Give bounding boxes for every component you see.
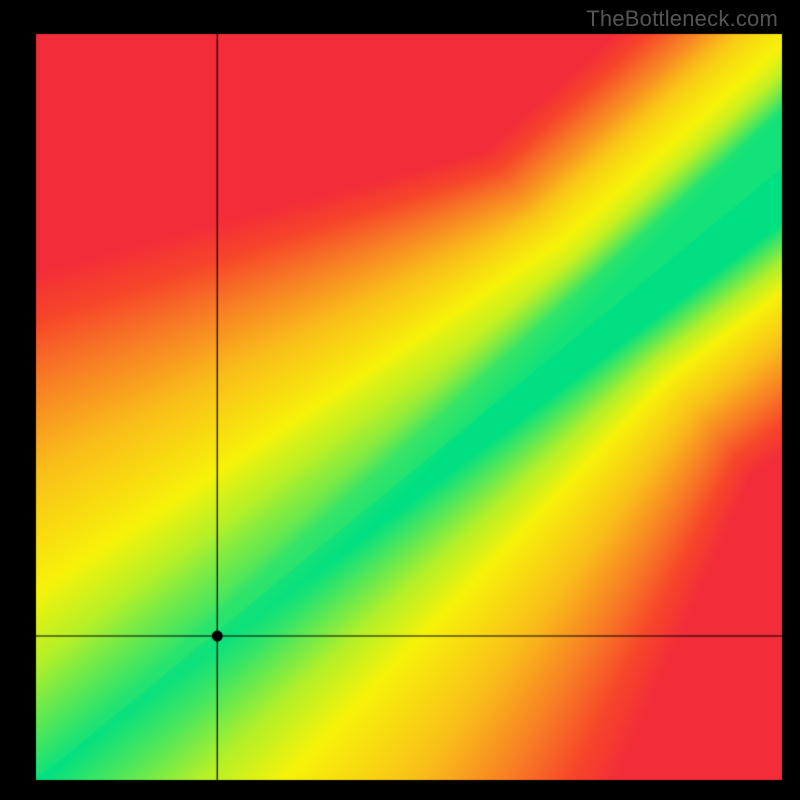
chart-container: { "watermark": { "text": "TheBottleneck.… (0, 0, 800, 800)
watermark-text: TheBottleneck.com (586, 6, 778, 32)
bottleneck-heatmap (0, 0, 800, 800)
